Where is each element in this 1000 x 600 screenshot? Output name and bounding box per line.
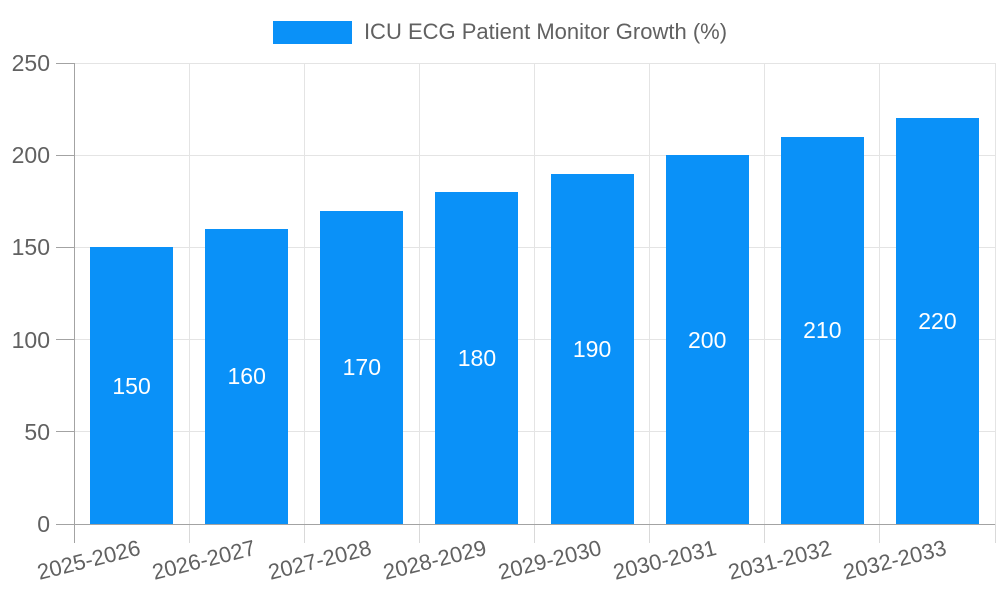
x-tick [188, 524, 190, 543]
y-tick-label: 250 [11, 50, 50, 76]
y-tick-label: 100 [11, 326, 50, 353]
y-axis-line [73, 63, 75, 543]
x-tick-label: 2031-2032 [725, 535, 834, 585]
x-tick [764, 524, 766, 543]
x-tick-label: 2029-2030 [495, 535, 604, 585]
bar[interactable] [320, 210, 404, 524]
x-tick [303, 524, 305, 543]
bar[interactable] [435, 192, 519, 524]
bar[interactable] [780, 136, 864, 524]
bar-value-label: 150 [112, 372, 151, 399]
x-tick [418, 524, 420, 543]
x-tick [994, 524, 996, 543]
x-gridline [418, 63, 420, 524]
x-axis-line [56, 523, 995, 525]
bar[interactable] [550, 173, 634, 524]
bar[interactable] [205, 228, 289, 524]
bar[interactable] [665, 155, 749, 524]
x-tick [649, 524, 651, 543]
bar[interactable] [895, 118, 979, 524]
x-tick-label: 2025-2026 [34, 535, 144, 585]
x-gridline [534, 63, 535, 524]
x-gridline [994, 63, 996, 524]
legend[interactable]: ICU ECG Patient Monitor Growth (%) [0, 0, 1000, 46]
bar-value-label: 200 [688, 326, 727, 353]
bar-value-label: 220 [918, 308, 957, 335]
x-tick-label: 2030-2031 [610, 535, 719, 585]
bar-value-label: 170 [342, 354, 381, 381]
bar-value-label: 210 [803, 317, 842, 344]
x-gridline [303, 63, 305, 524]
legend-label: ICU ECG Patient Monitor Growth (%) [363, 19, 728, 44]
y-tick-label: 200 [11, 142, 50, 169]
bar-value-label: 180 [457, 345, 497, 372]
y-tick [56, 431, 74, 433]
y-tick [56, 339, 74, 341]
y-tick [56, 246, 74, 248]
bar-value-label: 160 [227, 363, 266, 390]
x-tick-label: 2027-2028 [265, 535, 374, 585]
x-tick-label: 2026-2027 [150, 535, 259, 585]
bar[interactable] [90, 247, 174, 524]
x-tick [534, 524, 535, 543]
legend-swatch [272, 20, 352, 44]
y-tick [56, 62, 74, 64]
x-tick [879, 524, 881, 543]
y-tick-label: 0 [37, 511, 50, 537]
y-tick-label: 50 [24, 418, 50, 445]
x-gridline [879, 63, 881, 524]
x-gridline [188, 63, 190, 524]
y-tick [56, 154, 74, 156]
bar-value-label: 190 [572, 335, 612, 362]
x-gridline [649, 63, 651, 524]
x-gridline [764, 63, 766, 524]
x-tick-label: 2028-2029 [380, 535, 489, 585]
y-tick-label: 150 [11, 234, 50, 261]
x-tick-label: 2032-2033 [840, 535, 950, 585]
